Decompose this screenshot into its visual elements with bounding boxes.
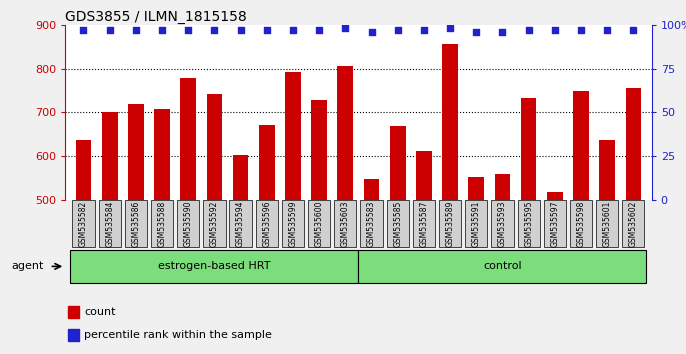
FancyBboxPatch shape (151, 200, 173, 247)
Text: GSM535601: GSM535601 (603, 201, 612, 247)
Bar (469, 177, 484, 200)
FancyBboxPatch shape (439, 200, 461, 247)
FancyBboxPatch shape (570, 200, 592, 247)
Text: GSM535583: GSM535583 (367, 201, 376, 247)
Text: GSM535593: GSM535593 (498, 201, 507, 247)
Text: GSM535582: GSM535582 (79, 201, 88, 247)
Bar (68, 306, 79, 318)
FancyBboxPatch shape (491, 200, 514, 247)
Text: GSM535587: GSM535587 (419, 201, 428, 247)
Text: GSM535597: GSM535597 (550, 201, 559, 247)
Bar (547, 192, 563, 200)
Text: GSM535599: GSM535599 (289, 201, 298, 247)
Point (340, 25, 351, 31)
FancyBboxPatch shape (465, 200, 487, 247)
Bar (233, 155, 248, 200)
Point (209, 27, 220, 33)
Bar (416, 151, 431, 200)
Point (576, 27, 587, 33)
Text: agent: agent (12, 261, 44, 272)
Bar (626, 88, 641, 200)
Text: GSM535592: GSM535592 (210, 201, 219, 247)
FancyBboxPatch shape (358, 250, 646, 283)
Point (314, 27, 324, 33)
FancyBboxPatch shape (177, 200, 200, 247)
Bar (521, 97, 536, 200)
Bar (259, 125, 274, 200)
Text: GDS3855 / ILMN_1815158: GDS3855 / ILMN_1815158 (65, 10, 247, 24)
Point (523, 27, 534, 33)
Text: GSM535588: GSM535588 (158, 201, 167, 247)
Text: percentile rank within the sample: percentile rank within the sample (84, 330, 272, 340)
Bar (206, 94, 222, 200)
Text: GSM535594: GSM535594 (236, 201, 245, 247)
FancyBboxPatch shape (125, 200, 147, 247)
Bar (285, 72, 301, 200)
Bar (154, 109, 170, 200)
Text: count: count (84, 307, 115, 317)
Bar (338, 66, 353, 200)
Bar (390, 126, 405, 200)
Bar (573, 91, 589, 200)
Text: control: control (483, 261, 522, 272)
FancyBboxPatch shape (596, 200, 618, 247)
Point (418, 27, 429, 33)
FancyBboxPatch shape (230, 200, 252, 247)
Bar (495, 174, 510, 200)
Text: GSM535602: GSM535602 (629, 201, 638, 247)
Point (104, 27, 115, 33)
FancyBboxPatch shape (72, 200, 95, 247)
Point (602, 27, 613, 33)
Point (392, 27, 403, 33)
FancyBboxPatch shape (256, 200, 278, 247)
Point (497, 29, 508, 35)
FancyBboxPatch shape (282, 200, 304, 247)
FancyBboxPatch shape (308, 200, 330, 247)
Text: GSM535596: GSM535596 (262, 201, 271, 247)
FancyBboxPatch shape (387, 200, 409, 247)
Bar (364, 179, 379, 200)
FancyBboxPatch shape (360, 200, 383, 247)
Text: GSM535590: GSM535590 (184, 201, 193, 247)
Text: estrogen-based HRT: estrogen-based HRT (158, 261, 271, 272)
Text: GSM535585: GSM535585 (393, 201, 402, 247)
Point (78, 27, 89, 33)
FancyBboxPatch shape (71, 250, 358, 283)
Bar (600, 141, 615, 200)
Point (287, 27, 298, 33)
FancyBboxPatch shape (99, 200, 121, 247)
Text: GSM535586: GSM535586 (131, 201, 141, 247)
Text: GSM535603: GSM535603 (341, 201, 350, 247)
Text: GSM535584: GSM535584 (105, 201, 114, 247)
Bar (68, 329, 79, 341)
Point (261, 27, 272, 33)
Bar (102, 113, 117, 200)
FancyBboxPatch shape (203, 200, 226, 247)
Point (549, 27, 560, 33)
Point (156, 27, 167, 33)
Point (628, 27, 639, 33)
Point (182, 27, 193, 33)
Text: GSM535589: GSM535589 (446, 201, 455, 247)
Point (366, 29, 377, 35)
Bar (128, 104, 144, 200)
FancyBboxPatch shape (544, 200, 566, 247)
Text: GSM535595: GSM535595 (524, 201, 533, 247)
FancyBboxPatch shape (517, 200, 540, 247)
FancyBboxPatch shape (413, 200, 435, 247)
Point (235, 27, 246, 33)
FancyBboxPatch shape (334, 200, 357, 247)
Bar (75, 139, 91, 200)
Point (130, 27, 141, 33)
Text: GSM535600: GSM535600 (315, 201, 324, 247)
Point (471, 29, 482, 35)
Bar (311, 100, 327, 200)
Text: GSM535598: GSM535598 (576, 201, 586, 247)
Point (445, 25, 456, 31)
FancyBboxPatch shape (622, 200, 645, 247)
Bar (180, 78, 196, 200)
Bar (442, 44, 458, 200)
Text: GSM535591: GSM535591 (472, 201, 481, 247)
